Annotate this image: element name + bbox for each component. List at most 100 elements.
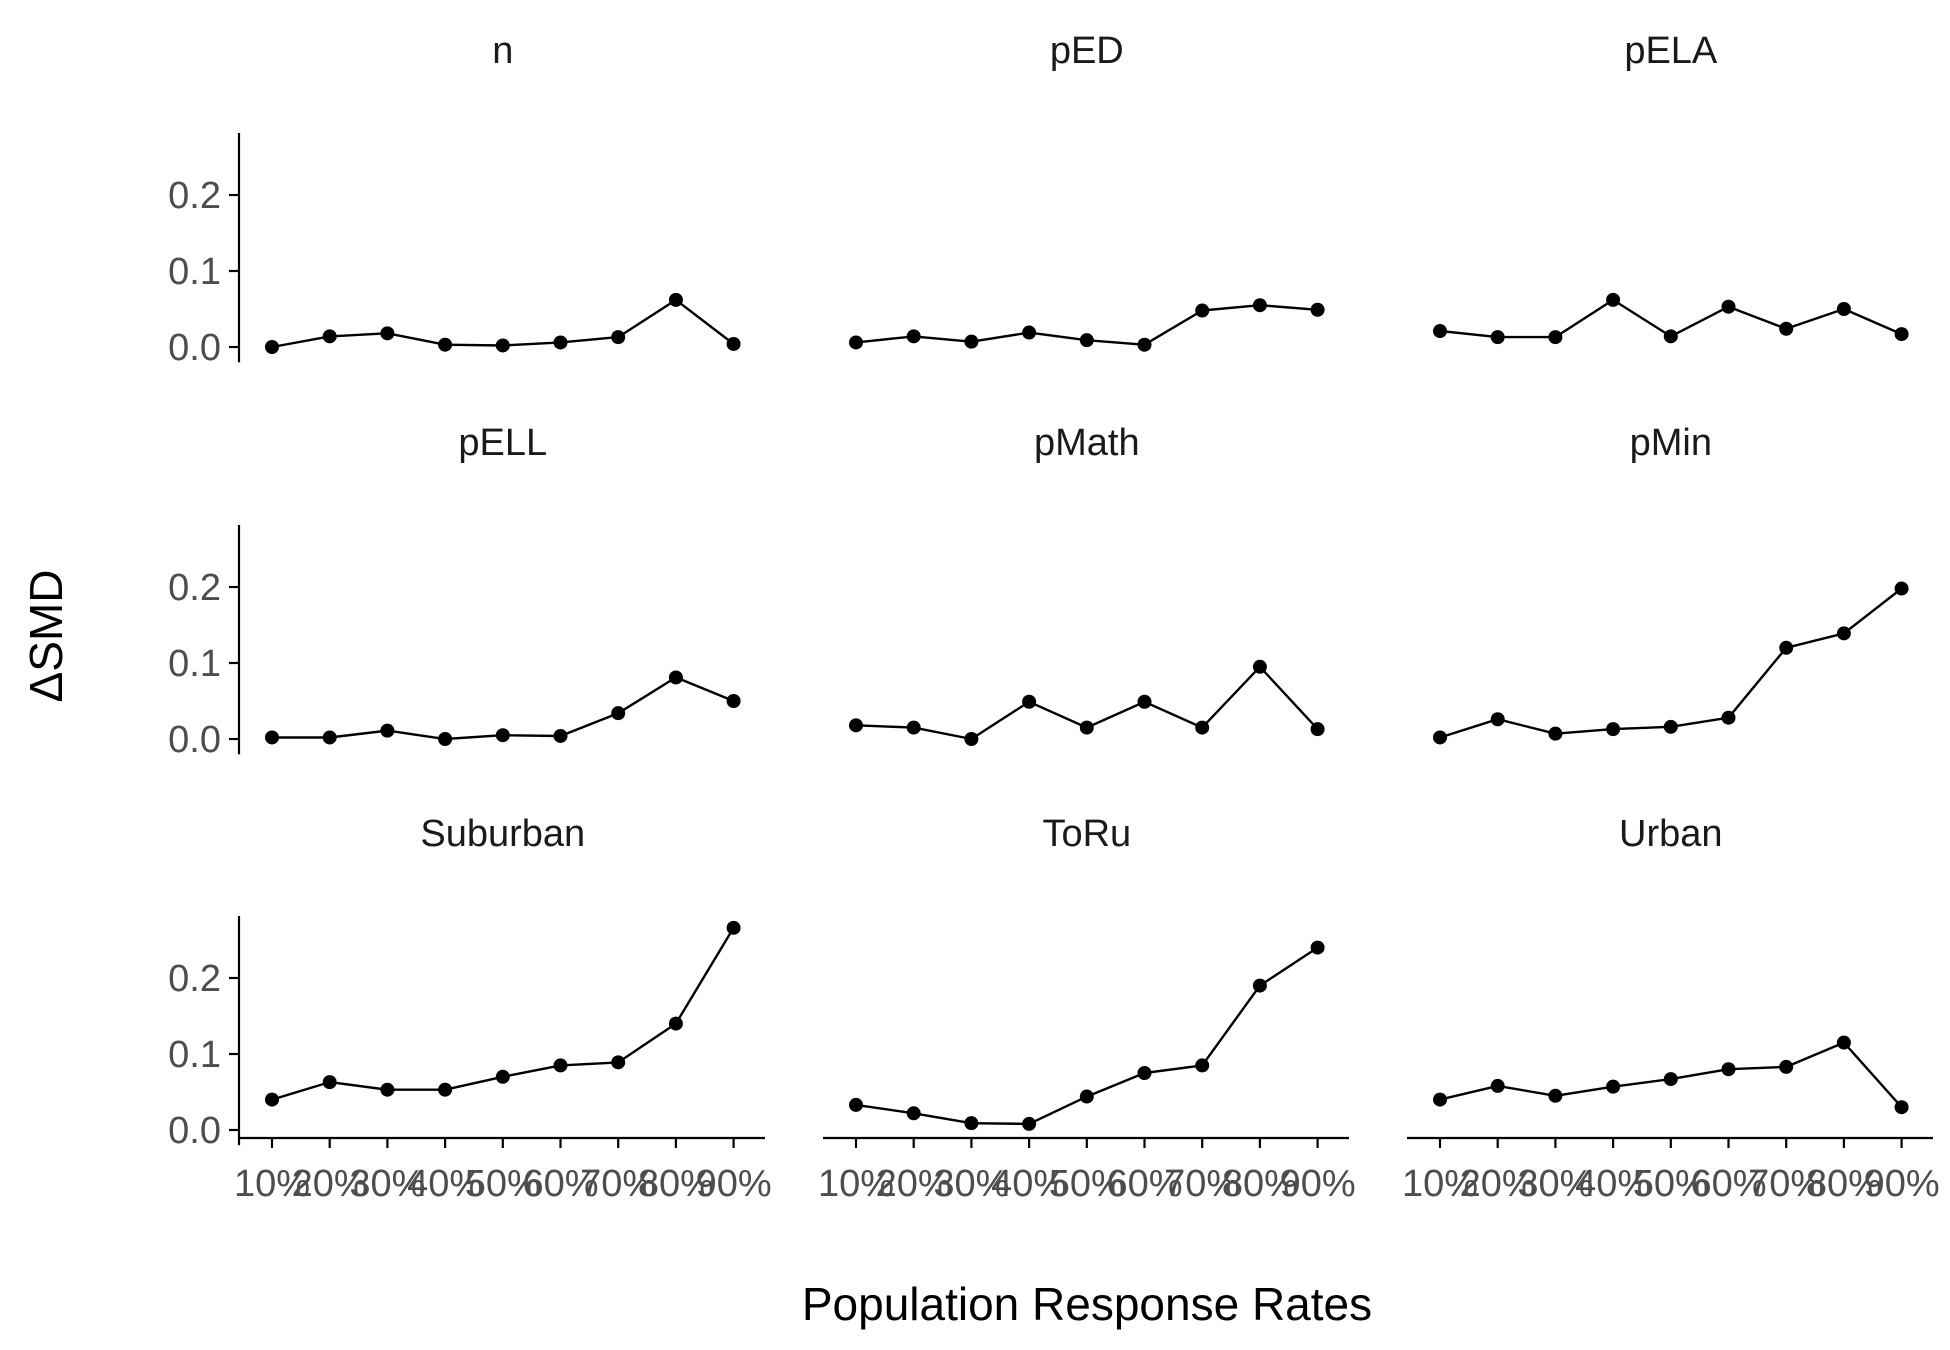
x-tick-label: 50% (1633, 1163, 1709, 1205)
data-point (322, 1075, 337, 1090)
data-point (1022, 1116, 1037, 1131)
data-point (322, 730, 337, 745)
data-point (265, 1092, 279, 1107)
x-tick-label: 50% (465, 1163, 541, 1205)
data-point (1606, 292, 1621, 307)
data-point (668, 292, 683, 307)
data-point (1433, 730, 1447, 745)
series-line (1439, 587, 1903, 739)
panel-title: ToRu (1042, 813, 1131, 855)
x-tick-label: 30% (933, 1163, 1009, 1205)
x-tick-label: 30% (349, 1163, 425, 1205)
y-tick-label: 0.0 (168, 719, 221, 761)
data-point (964, 334, 979, 349)
data-point (1490, 1078, 1505, 1093)
panel-title: Suburban (420, 813, 585, 855)
y-tick-label: 0.2 (168, 567, 221, 609)
data-point (1606, 722, 1621, 737)
y-axis-title: ΔSMD (20, 570, 72, 703)
x-tick-label: 90% (1864, 1163, 1940, 1205)
y-tick-label: 0.0 (168, 1110, 221, 1152)
x-tick-label: 70% (1748, 1163, 1824, 1205)
panel-pela: pELA (1433, 30, 1909, 345)
data-point (1779, 1059, 1794, 1074)
x-tick-label: 80% (638, 1163, 714, 1205)
data-point (1894, 1100, 1909, 1115)
data-point (611, 706, 626, 721)
data-point (1836, 1035, 1851, 1050)
y-tick-label: 0.1 (168, 643, 221, 685)
data-point (438, 732, 453, 746)
x-tick-label: 10% (234, 1163, 310, 1205)
data-point (611, 330, 626, 345)
data-point (726, 920, 741, 935)
data-point (265, 340, 279, 354)
data-point (1663, 719, 1678, 734)
data-point (1079, 333, 1094, 348)
data-point (495, 338, 510, 353)
data-point (668, 670, 683, 685)
data-point (553, 1058, 568, 1073)
data-point (1195, 720, 1210, 735)
data-point (1079, 720, 1094, 735)
x-tick-label: 90% (1280, 1163, 1356, 1205)
data-point (1548, 726, 1563, 741)
data-point (964, 1116, 979, 1131)
x-tick-label: 70% (1164, 1163, 1240, 1205)
data-point (1894, 581, 1909, 596)
panel-suburban: Suburban 0.0 0.1 0.2 10%20%30%40%50%60%70%80… (168, 813, 771, 1205)
panel-n: n 0.0 0.1 0.2 (168, 30, 741, 369)
data-point (906, 1106, 921, 1121)
data-point (1079, 1089, 1094, 1104)
data-point (1310, 722, 1325, 737)
data-point (1022, 694, 1037, 709)
y-tick-label: 0.2 (168, 175, 221, 217)
data-point (849, 335, 863, 350)
panel-pell: pELL 0.0 0.1 0.2 (168, 422, 741, 761)
data-point (438, 337, 453, 352)
data-point (1195, 1058, 1210, 1073)
x-tick-label: 40% (1575, 1163, 1651, 1205)
data-point (1022, 325, 1037, 340)
data-point (1663, 329, 1678, 344)
panel-toru: ToRu 10%20%30%40%50%60%70%80%90% (818, 813, 1356, 1205)
data-point (964, 732, 979, 746)
data-point (553, 335, 568, 350)
x-tick-label: 50% (1049, 1163, 1125, 1205)
data-point (1137, 694, 1152, 709)
data-point (849, 1097, 863, 1112)
panel-title: pELA (1624, 30, 1718, 72)
data-point (1433, 324, 1447, 339)
x-tick-label: 60% (1690, 1163, 1766, 1205)
data-point (380, 326, 395, 341)
panel-title: pED (1050, 30, 1124, 72)
panel-pmath: pMath (849, 422, 1325, 746)
x-tick-label: 20% (1460, 1163, 1536, 1205)
y-tick-label: 0.1 (168, 251, 221, 293)
data-point (726, 336, 741, 351)
data-point (1310, 940, 1325, 955)
panel-title: n (492, 30, 513, 72)
data-point (438, 1082, 453, 1097)
x-tick-label: 20% (292, 1163, 368, 1205)
data-point (726, 694, 741, 708)
x-tick-label: 80% (1806, 1163, 1882, 1205)
data-point (1252, 659, 1267, 674)
data-point (668, 1016, 683, 1031)
data-point (1663, 1072, 1678, 1087)
data-point (849, 718, 863, 733)
x-tick-label: 80% (1222, 1163, 1298, 1205)
data-point (1195, 303, 1210, 318)
data-point (906, 329, 921, 344)
panel-pmin: pMin (1433, 422, 1909, 745)
x-tick-label: 40% (991, 1163, 1067, 1205)
y-tick-label: 0.0 (168, 327, 221, 369)
data-point (495, 728, 510, 743)
data-point (906, 720, 921, 735)
x-tick-label: 10% (1402, 1163, 1478, 1205)
data-point (1490, 330, 1505, 345)
data-point (265, 730, 279, 745)
x-tick-label: 40% (407, 1163, 483, 1205)
data-point (1894, 327, 1909, 342)
